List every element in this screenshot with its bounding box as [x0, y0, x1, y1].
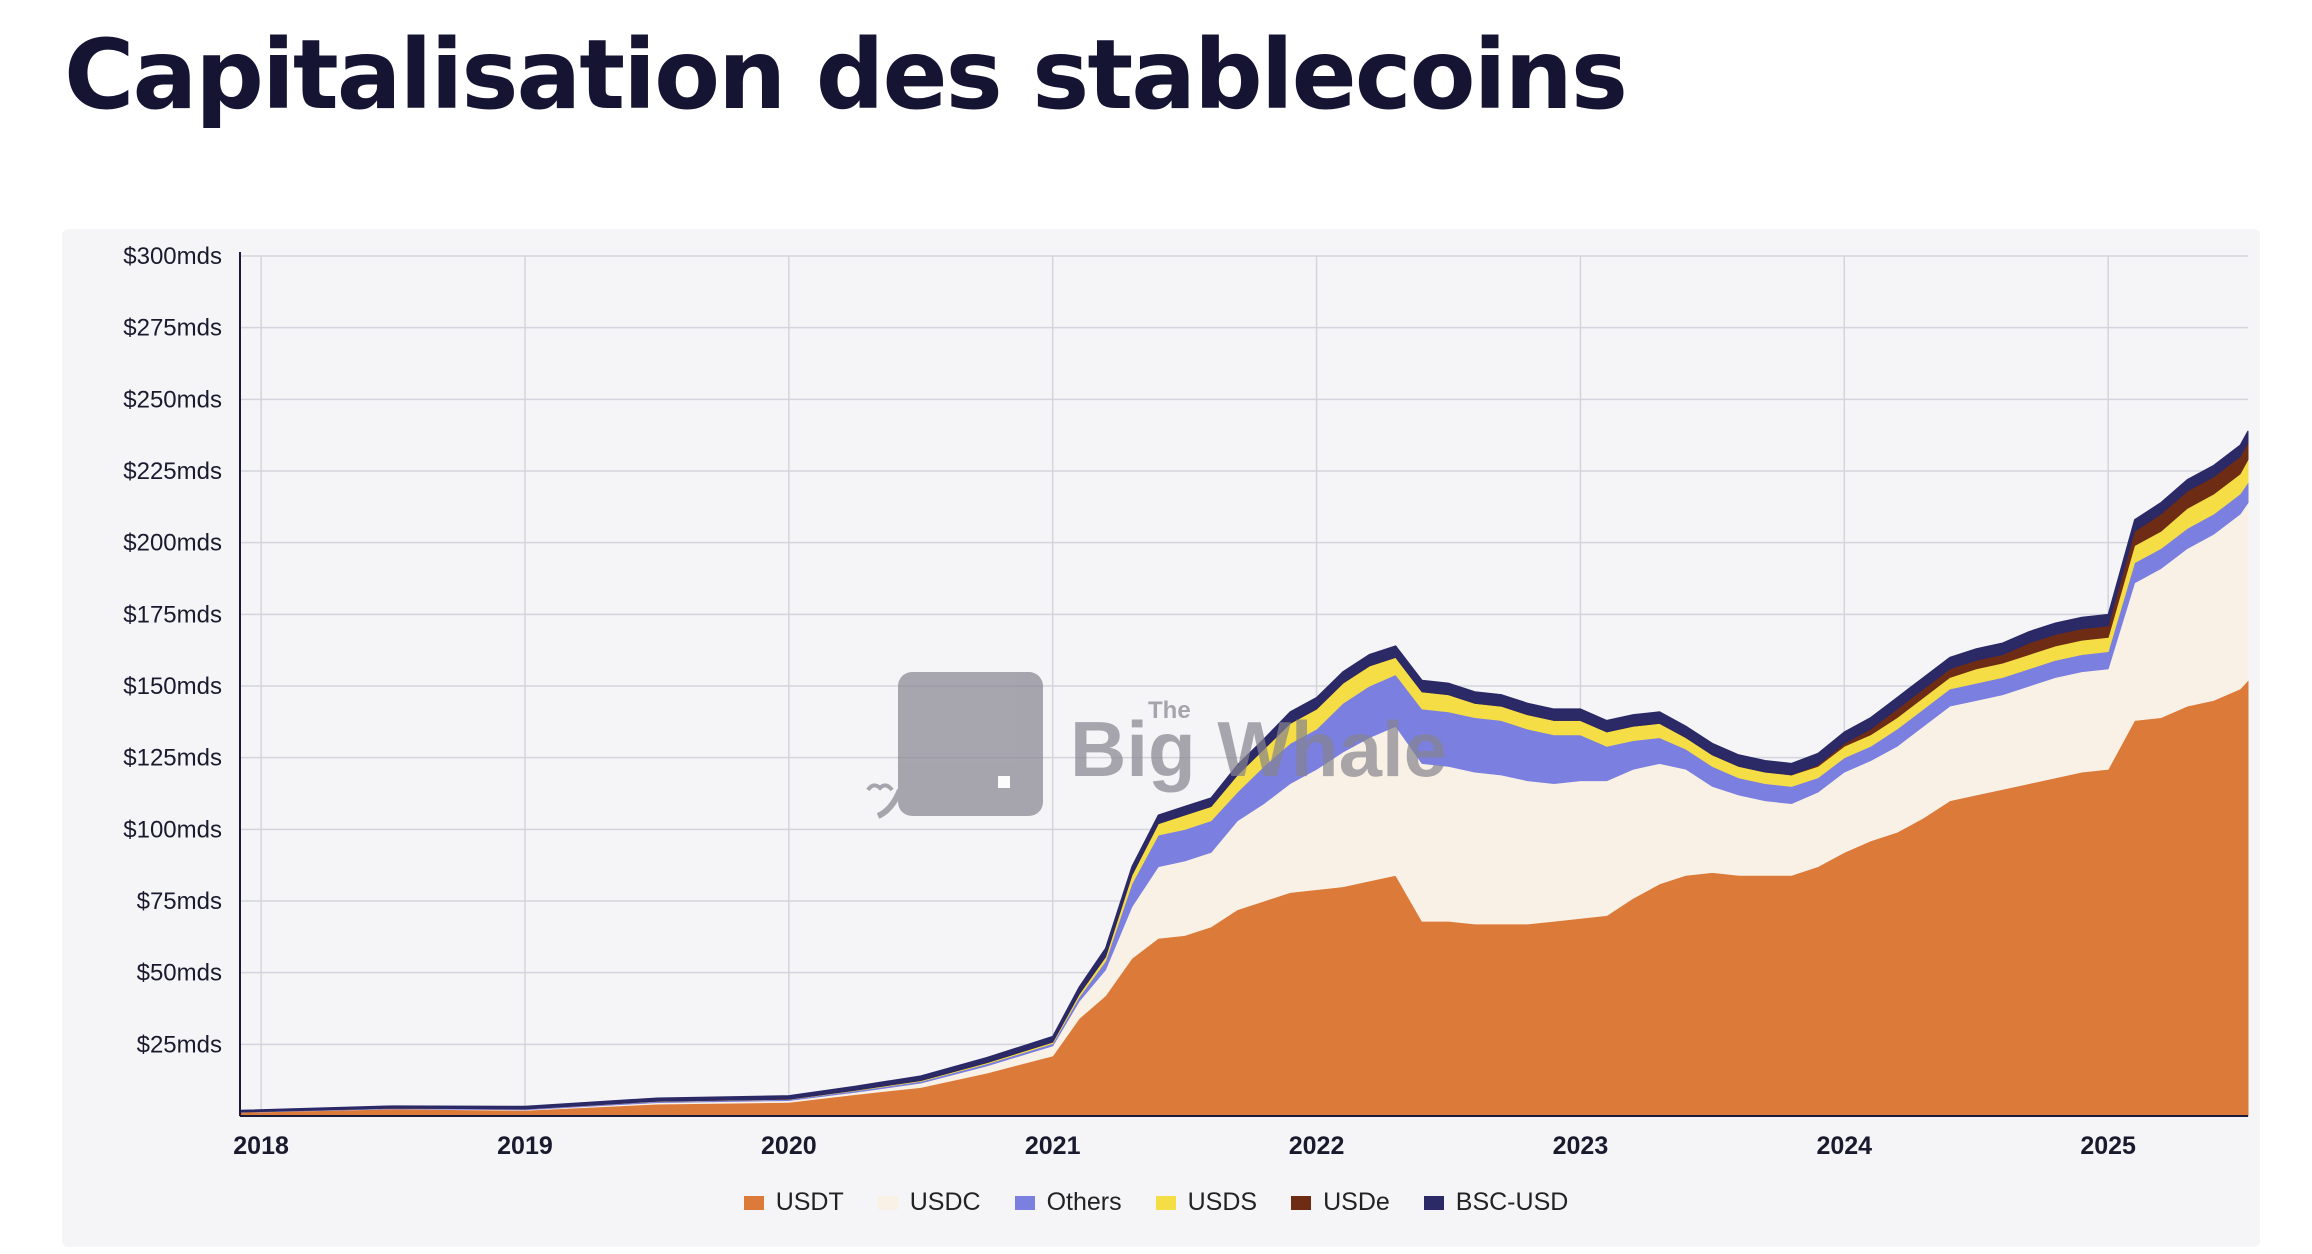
legend-label: USDe — [1323, 1188, 1390, 1216]
legend-label: Others — [1046, 1188, 1122, 1216]
page-title: Capitalisation des stablecoins — [64, 19, 1628, 131]
legend-label: USDT — [775, 1188, 844, 1216]
y-tick-label: $125mds — [123, 745, 222, 772]
y-tick-label: $300mds — [123, 243, 222, 270]
watermark-the: The — [1148, 697, 1191, 724]
legend-swatch — [1014, 1195, 1035, 1210]
y-tick-label: $25mds — [137, 1031, 222, 1058]
y-tick-label: $50mds — [137, 960, 222, 987]
legend-item[interactable]: BSC-USD — [1423, 1188, 1569, 1217]
y-tick-label: $150mds — [123, 673, 222, 700]
whale-logo: The Big Whale — [866, 672, 1447, 819]
legend-label: BSC-USD — [1455, 1188, 1569, 1216]
legend-swatch — [1155, 1195, 1176, 1210]
y-tick-label: $200mds — [123, 530, 222, 557]
legend-swatch — [877, 1195, 898, 1210]
legend-label: USDC — [909, 1188, 981, 1216]
y-tick-label: $225mds — [123, 458, 222, 485]
axes — [239, 252, 2248, 1117]
y-tick-label: $275mds — [123, 315, 222, 342]
legend-label: USDS — [1187, 1188, 1258, 1216]
chart-legend: USDT USDC Others USDS USDe BSC-USD — [0, 1188, 2312, 1217]
x-tick-label: 2018 — [233, 1132, 289, 1160]
y-tick-label: $250mds — [123, 386, 222, 413]
x-tick-label: 2022 — [1289, 1132, 1345, 1160]
legend-swatch — [1423, 1195, 1444, 1210]
x-tick-label: 2025 — [2080, 1132, 2136, 1160]
legend-swatch — [743, 1195, 764, 1210]
x-tick-label: 2021 — [1025, 1132, 1081, 1160]
tick-labels: $25mds $50mds $75mds $100mds $125mds $150mds $… — [123, 243, 2136, 1160]
x-tick-label: 2023 — [1553, 1132, 1609, 1160]
x-tick-label: 2020 — [761, 1132, 817, 1160]
y-tick-label: $100mds — [123, 816, 222, 843]
x-tick-label: 2024 — [1816, 1132, 1872, 1160]
watermark-brand: Big Whale — [1070, 705, 1447, 793]
legend-item[interactable]: USDS — [1155, 1188, 1258, 1217]
series-areas — [239, 430, 2249, 1117]
series-area-bsc-usd — [239, 430, 2249, 1113]
legend-item[interactable]: Others — [1014, 1188, 1122, 1217]
y-tick-label: $75mds — [137, 888, 222, 915]
legend-swatch — [1291, 1195, 1312, 1210]
legend-item[interactable]: USDT — [743, 1188, 844, 1217]
legend-item[interactable]: USDC — [877, 1188, 981, 1217]
legend-item[interactable]: USDe — [1291, 1188, 1390, 1217]
x-tick-label: 2019 — [497, 1132, 553, 1160]
y-tick-label: $175mds — [123, 601, 222, 628]
